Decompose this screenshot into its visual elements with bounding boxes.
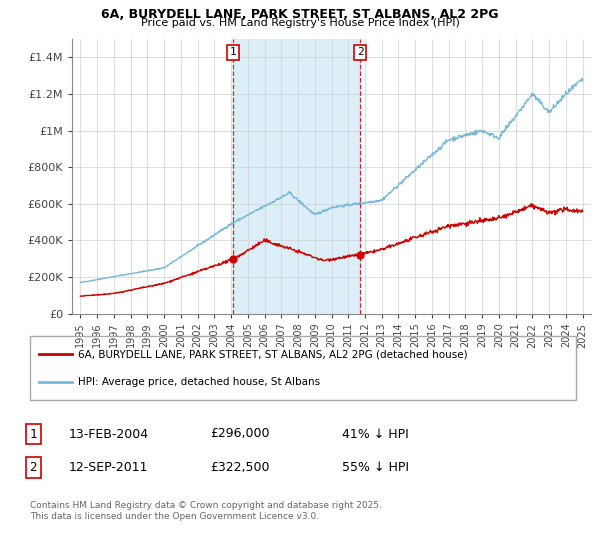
Text: 13-FEB-2004: 13-FEB-2004 <box>69 427 149 441</box>
Text: 1: 1 <box>29 427 37 441</box>
Text: Price paid vs. HM Land Registry's House Price Index (HPI): Price paid vs. HM Land Registry's House … <box>140 18 460 29</box>
Text: HPI: Average price, detached house, St Albans: HPI: Average price, detached house, St A… <box>78 377 320 388</box>
Text: £322,500: £322,500 <box>210 461 269 474</box>
Text: 6A, BURYDELL LANE, PARK STREET, ST ALBANS, AL2 2PG (detached house): 6A, BURYDELL LANE, PARK STREET, ST ALBAN… <box>78 349 467 359</box>
Text: £296,000: £296,000 <box>210 427 269 441</box>
Text: 2: 2 <box>29 461 37 474</box>
Text: 41% ↓ HPI: 41% ↓ HPI <box>342 427 409 441</box>
Text: 55% ↓ HPI: 55% ↓ HPI <box>342 461 409 474</box>
Text: Contains HM Land Registry data © Crown copyright and database right 2025.
This d: Contains HM Land Registry data © Crown c… <box>30 501 382 521</box>
Text: 2: 2 <box>357 48 364 58</box>
Text: 1: 1 <box>230 48 236 58</box>
Text: 6A, BURYDELL LANE, PARK STREET, ST ALBANS, AL2 2PG: 6A, BURYDELL LANE, PARK STREET, ST ALBAN… <box>101 8 499 21</box>
Bar <box>233 39 360 314</box>
Text: 12-SEP-2011: 12-SEP-2011 <box>69 461 149 474</box>
